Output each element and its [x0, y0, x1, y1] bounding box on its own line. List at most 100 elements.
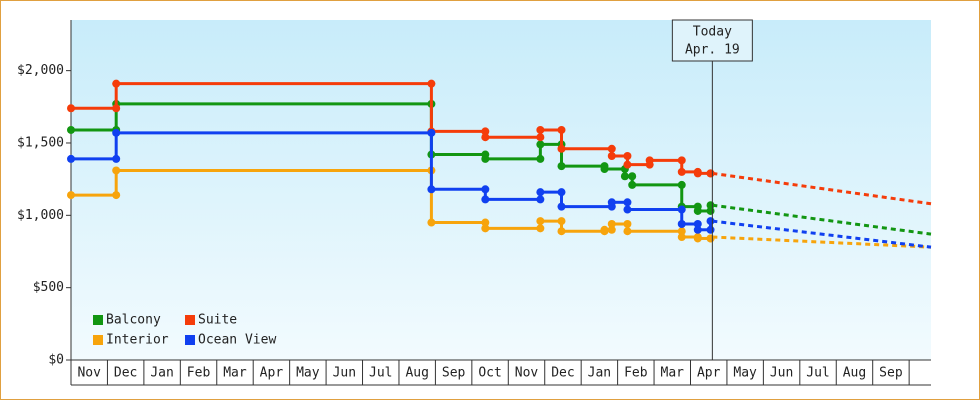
x-tick-label: Jul — [369, 366, 392, 381]
marker — [536, 188, 545, 197]
marker — [67, 125, 75, 134]
marker — [693, 220, 702, 228]
marker — [693, 234, 702, 243]
x-tick-label: Apr — [260, 366, 284, 381]
plot-area — [71, 20, 931, 360]
marker — [557, 188, 566, 197]
marker — [557, 125, 566, 134]
marker — [677, 180, 686, 189]
marker — [623, 227, 632, 236]
marker — [481, 154, 490, 163]
forecast-line — [712, 235, 932, 249]
legend-label: Suite — [198, 313, 237, 328]
marker — [112, 191, 121, 200]
x-tick-label: Feb — [624, 366, 648, 381]
forecast-line — [712, 171, 932, 206]
marker — [706, 225, 715, 234]
y-tick-label: $1,500 — [17, 135, 64, 150]
marker — [427, 79, 436, 88]
legend-swatch — [185, 315, 195, 325]
x-tick-label: Nov — [77, 366, 101, 381]
marker — [67, 154, 75, 163]
marker — [607, 225, 616, 234]
x-tick-label: May — [733, 366, 757, 381]
marker — [112, 128, 121, 137]
marker — [645, 156, 654, 165]
marker — [557, 202, 566, 211]
legend-label: Ocean View — [198, 333, 276, 348]
marker — [481, 195, 490, 204]
marker — [628, 172, 637, 181]
marker — [427, 185, 436, 194]
marker — [677, 205, 686, 214]
marker — [481, 127, 490, 136]
legend-label: Balcony — [106, 313, 161, 328]
marker — [693, 169, 702, 178]
marker — [67, 104, 75, 113]
marker — [607, 220, 616, 228]
marker — [112, 166, 121, 175]
x-tick-label: Nov — [515, 366, 539, 381]
marker — [677, 227, 686, 236]
x-tick-label: Feb — [187, 366, 211, 381]
marker — [600, 225, 609, 234]
marker — [607, 152, 616, 160]
marker — [536, 217, 545, 226]
marker — [607, 144, 616, 153]
marker — [607, 198, 616, 207]
x-tick-label: Mar — [223, 366, 247, 381]
marker — [677, 233, 686, 242]
x-tick-label: Aug — [405, 366, 428, 381]
x-tick-label: Jan — [150, 366, 173, 381]
x-tick-label: Jul — [806, 366, 829, 381]
marker — [112, 154, 121, 163]
marker — [536, 133, 545, 142]
x-tick-label: Dec — [114, 366, 137, 381]
marker — [693, 206, 702, 215]
x-tick-label: Mar — [661, 366, 685, 381]
x-tick-label: Apr — [697, 366, 721, 381]
marker — [112, 79, 121, 88]
marker — [481, 185, 490, 194]
marker — [536, 224, 545, 233]
marker — [623, 160, 632, 169]
forecast-line — [712, 203, 932, 236]
legend-swatch — [93, 315, 103, 325]
marker — [427, 218, 436, 227]
marker — [677, 167, 686, 176]
marker — [623, 205, 632, 214]
legend-swatch — [185, 335, 195, 345]
x-tick-label: Jun — [770, 366, 793, 381]
marker — [536, 154, 545, 163]
marker — [112, 104, 121, 113]
x-tick-label: Sep — [442, 366, 466, 381]
marker — [677, 156, 686, 165]
marker — [481, 218, 490, 227]
marker — [677, 220, 686, 228]
today-date: Apr. 19 — [685, 43, 740, 58]
marker — [557, 227, 566, 236]
today-box — [671, 19, 753, 62]
y-tick-label: $2,000 — [17, 63, 64, 78]
marker — [557, 217, 566, 226]
marker — [623, 152, 632, 160]
x-tick-label: Jun — [333, 366, 356, 381]
marker — [600, 165, 609, 174]
x-tick-label: May — [296, 366, 320, 381]
legend-label: Interior — [106, 333, 169, 348]
x-tick-label: Oct — [478, 366, 501, 381]
x-tick-label: Dec — [551, 366, 574, 381]
marker — [481, 133, 490, 142]
marker — [481, 224, 490, 233]
y-tick-label: $0 — [48, 353, 64, 368]
today-label: Today — [693, 25, 732, 40]
x-tick-label: Sep — [879, 366, 903, 381]
y-tick-label: $1,000 — [17, 208, 64, 223]
marker — [536, 140, 545, 149]
x-tick-label: Aug — [843, 366, 866, 381]
marker — [620, 172, 629, 181]
marker — [623, 198, 632, 207]
x-tick-label: Jan — [588, 366, 611, 381]
